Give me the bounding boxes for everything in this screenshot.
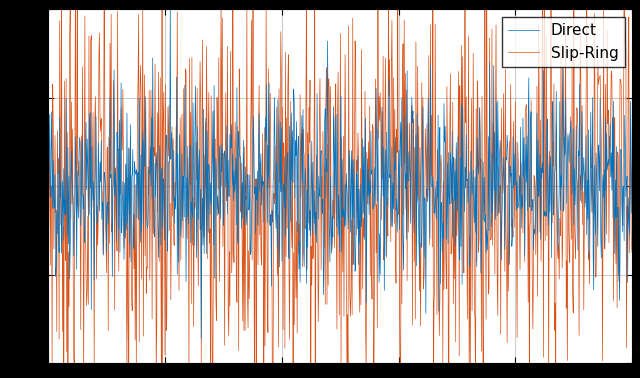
Direct (166, 2, 174, 7)
Direct (447, 150, 454, 155)
Direct (104, 200, 111, 204)
Line: Direct: Direct (48, 5, 632, 339)
Direct (303, 281, 310, 286)
Legend: Direct, Slip-Ring: Direct, Slip-Ring (502, 17, 625, 67)
Line: Slip-Ring: Slip-Ring (48, 0, 632, 378)
Slip-Ring (511, 99, 519, 104)
Slip-Ring (628, 252, 636, 256)
Slip-Ring (447, 71, 454, 76)
Slip-Ring (282, 50, 289, 54)
Slip-Ring (44, 15, 52, 19)
Direct (628, 157, 636, 161)
Slip-Ring (501, 269, 509, 274)
Direct (197, 337, 205, 341)
Direct (501, 247, 509, 251)
Direct (282, 234, 289, 239)
Slip-Ring (104, 145, 111, 149)
Direct (44, 161, 52, 165)
Direct (511, 183, 519, 187)
